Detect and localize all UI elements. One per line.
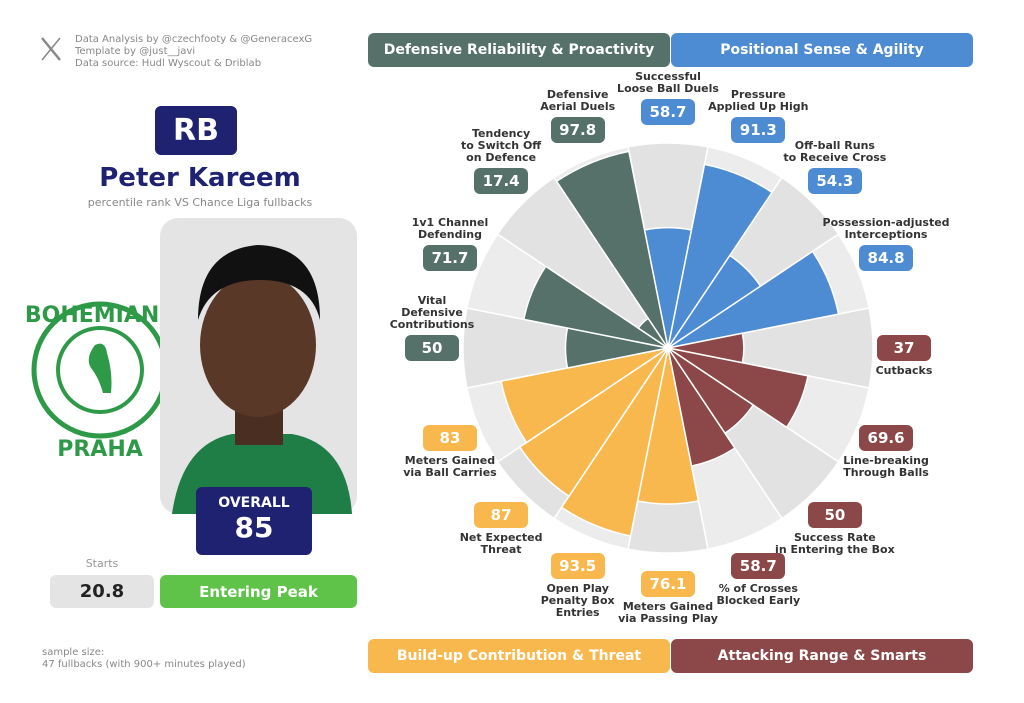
x-logo <box>41 37 61 61</box>
photo-hair <box>198 245 320 320</box>
category-label: Pressure Applied Up High <box>708 87 809 113</box>
category-label: Success Rate in Entering the Box <box>775 530 895 556</box>
value-label: 17.4 <box>474 168 529 195</box>
slice <box>667 250 840 349</box>
value-label: 91.3 <box>731 116 786 143</box>
starts-value: 20.8 <box>50 575 154 608</box>
slice <box>560 347 669 537</box>
value-label: 76.1 <box>641 571 695 597</box>
logo-top-text: BOHEMIANS <box>25 303 175 328</box>
category-label: Successful Loose Ball Duels <box>617 70 719 95</box>
value-label: 58.7 <box>731 553 786 580</box>
overall-box: OVERALL 85 <box>196 487 312 555</box>
category-label: Cutbacks <box>875 364 933 377</box>
category-label: Meters Gained via Passing Play <box>618 600 718 625</box>
category-label: Possession-adjusted Interceptions <box>822 215 950 241</box>
category-label: Line-breaking Through Balls <box>843 454 929 480</box>
category-label: % of Crosses Blocked Early <box>716 582 801 608</box>
category-label: Defensive Aerial Duels <box>540 87 616 113</box>
value-label: 93.5 <box>550 553 605 580</box>
credit-line: Data source: Hudl Wyscout & Driblab <box>75 58 262 69</box>
value-label: 84.8 <box>859 244 914 271</box>
value-label: 50 <box>405 335 459 361</box>
category-label: Off-ball Runs to Receive Cross <box>783 139 887 165</box>
status-box: Entering Peak <box>160 575 357 608</box>
pizza-chart <box>462 142 874 554</box>
value-label: 87 <box>474 501 529 528</box>
value-label: 71.7 <box>422 244 477 271</box>
photo-face <box>200 273 316 417</box>
starts-label: Starts <box>85 557 119 570</box>
slice <box>667 347 809 429</box>
value-label: 97.8 <box>550 116 605 143</box>
value-label: 69.6 <box>859 425 914 452</box>
group-header: Attacking Range & Smarts <box>671 639 973 673</box>
category-label: Meters Gained via Ball Carries <box>403 454 497 480</box>
category-label: Net Expected Threat <box>459 530 543 556</box>
value-label: 50 <box>807 501 862 528</box>
sample-line: 47 fullbacks (with 900+ minutes played) <box>42 659 246 670</box>
sample-size: sample size: 47 fullbacks (with 900+ min… <box>42 647 246 671</box>
category-label: 1v1 Channel Defending <box>411 215 489 241</box>
credit-line: Data Analysis by @czechfooty & @Generace… <box>75 34 313 45</box>
value-label: 37 <box>877 335 931 361</box>
category-label: Open Play Penalty Box Entries <box>540 582 615 620</box>
category-label: Vital Defensive Contributions <box>389 294 475 331</box>
value-label: 83 <box>422 425 477 452</box>
group-header: Positional Sense & Agility <box>671 33 973 67</box>
club-logo: BOHEMIANS PRAHA <box>25 301 175 462</box>
logo-inner-ring <box>56 326 144 414</box>
subtitle: percentile rank VS Chance Liga fullbacks <box>87 196 313 209</box>
overall-value: 85 <box>234 511 274 544</box>
position-badge: RB <box>155 106 237 155</box>
category-label: Tendency to Switch Off on Defence <box>461 127 542 165</box>
value-label: 58.7 <box>641 99 695 125</box>
group-header: Defensive Reliability & Proactivity <box>368 33 670 67</box>
overall-label: OVERALL <box>218 495 290 511</box>
slice <box>518 347 669 498</box>
logo-bottom-text: PRAHA <box>57 437 143 462</box>
value-label: 54.3 <box>807 168 862 195</box>
slice <box>667 163 774 349</box>
group-header: Build-up Contribution & Threat <box>368 639 670 673</box>
player-name: Peter Kareem <box>99 163 301 193</box>
credit-line: Template by @just__javi <box>75 46 196 57</box>
credits: Data Analysis by @czechfooty & @Generace… <box>75 34 312 70</box>
slice <box>555 150 669 349</box>
logo-kangaroo <box>88 343 112 393</box>
sample-line: sample size: <box>42 647 105 658</box>
slice <box>500 347 669 444</box>
slice <box>522 265 669 349</box>
